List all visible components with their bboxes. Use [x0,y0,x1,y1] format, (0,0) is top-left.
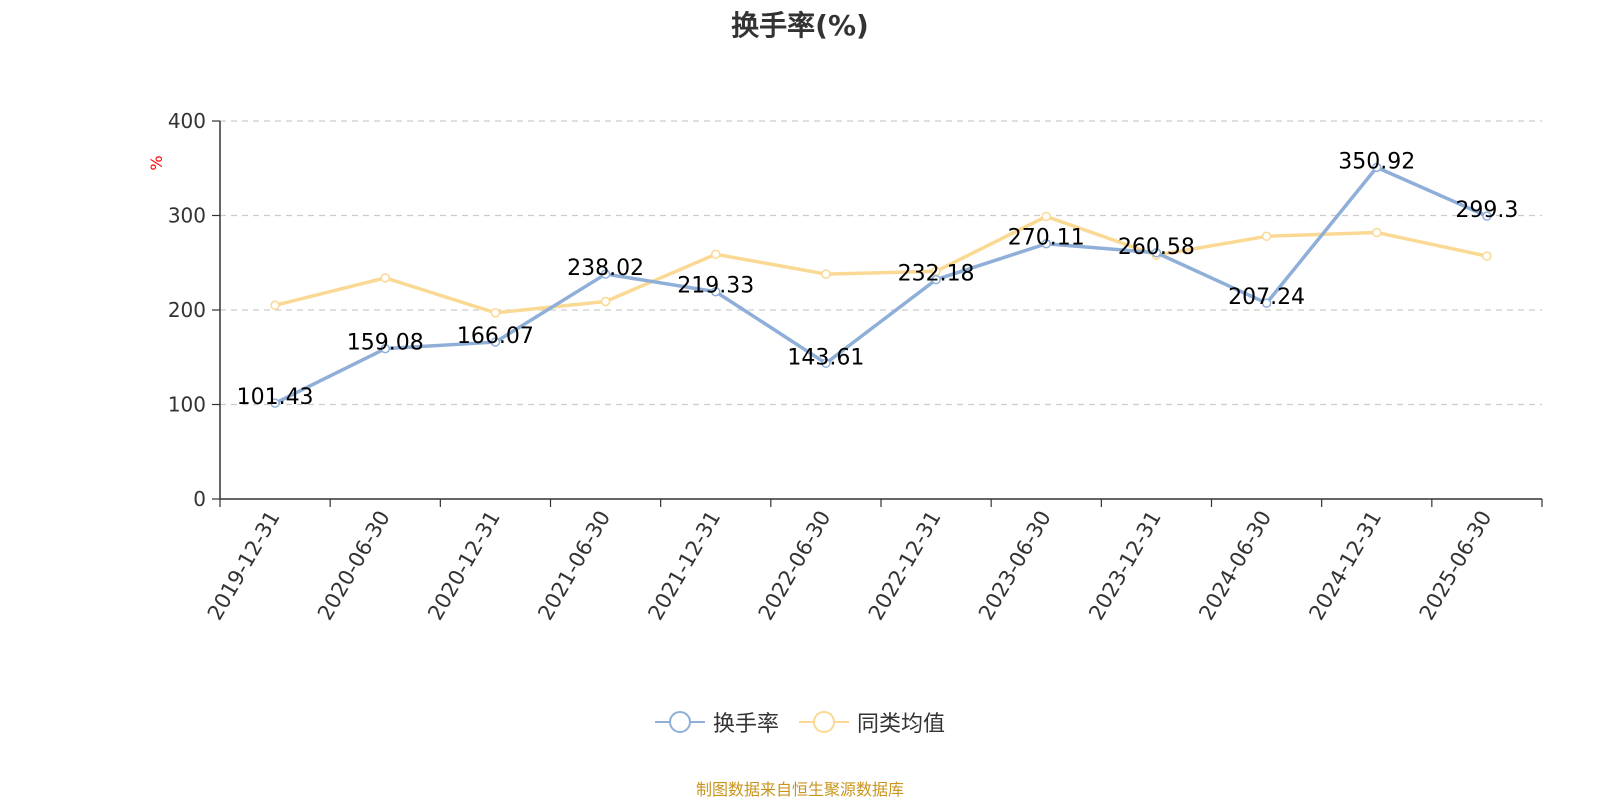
x-tick-label: 2021-06-30 [533,507,615,625]
legend-peer-avg-label: 同类均值 [857,712,946,737]
point-peer-avg [1372,227,1382,238]
legend-peer-avg-swatch [799,711,849,733]
source-note: 制图数据来自恒生聚源数据库 [695,780,904,799]
point-turnover [1151,248,1162,258]
point-peer-avg [270,300,280,311]
legend-turnover-label: 换手率 [712,712,779,737]
data-label-turnover: 159.08 [347,331,424,356]
point-turnover [1372,162,1382,173]
point-turnover [711,286,721,297]
point-peer-avg [380,273,390,283]
point-turnover [1482,211,1492,221]
data-label-turnover: 260.58 [1118,235,1195,260]
chart-title: 换手率(%) [731,9,869,42]
point-turnover [1261,298,1272,308]
point-peer-avg [600,296,611,307]
point-turnover [1041,238,1051,249]
data-label-turnover: 143.61 [787,345,864,370]
y-axis-unit-label: % [147,155,166,170]
x-tick-label: 2021-12-31 [643,507,725,625]
x-tick-label: 2019-12-31 [203,507,285,625]
series-lines [270,162,1492,408]
y-tick-label: 200 [168,298,206,322]
legend-item-peer-avg[interactable]: 同类均值 [799,706,945,738]
x-tick-label: 2023-06-30 [974,507,1056,625]
point-turnover [380,343,390,354]
y-tick-label: 300 [168,204,206,228]
x-tick-label: 2022-12-31 [864,506,946,624]
y-tick-label: 0 [193,487,206,511]
legend-turnover-swatch [654,711,705,733]
x-tick-label: 2020-06-30 [313,507,395,625]
y-tick-label: 400 [168,109,206,133]
x-tick-label: 2024-12-31 [1304,507,1386,625]
point-peer-avg [821,269,831,279]
point-peer-avg [1261,231,1272,242]
data-label-turnover: 350.92 [1338,149,1415,174]
data-label-turnover: 219.33 [677,274,754,299]
data-label-turnover: 270.11 [1008,226,1085,251]
legend-item-turnover[interactable]: 换手率 [654,706,779,738]
point-turnover [270,398,280,408]
point-turnover [490,337,501,347]
x-tick-label: 2022-06-30 [754,507,836,625]
x-tick-label: 2020-12-31 [423,506,505,624]
point-peer-avg [711,249,721,259]
data-label-turnover: 238.02 [567,256,644,281]
point-peer-avg [1041,211,1051,222]
point-turnover [931,274,941,285]
point-peer-avg [490,308,501,318]
x-tick-label: 2024-06-30 [1194,507,1276,625]
x-tick-label: 2025-06-30 [1415,507,1497,625]
point-turnover [600,269,611,279]
legend: 换手率 同类均值 [0,706,1600,738]
x-tick-label: 2023-12-31 [1084,507,1166,625]
data-label-turnover: 232.18 [898,262,975,287]
data-label-turnover: 207.24 [1228,285,1305,310]
series-line-turnover [274,165,1488,405]
grid-lines [220,120,1542,406]
data-label-turnover: 101.43 [237,385,314,410]
series-line-peer-avg [274,214,1488,315]
point-peer-avg [1482,251,1492,261]
data-label-turnover: 299.3 [1455,198,1518,223]
point-turnover [821,358,831,369]
data-labels: 101.43 159.08 166.07 238.02 219.33 143.61 232.… [237,149,1519,410]
data-label-turnover: 166.07 [457,324,534,349]
y-tick-label: 100 [168,393,206,417]
